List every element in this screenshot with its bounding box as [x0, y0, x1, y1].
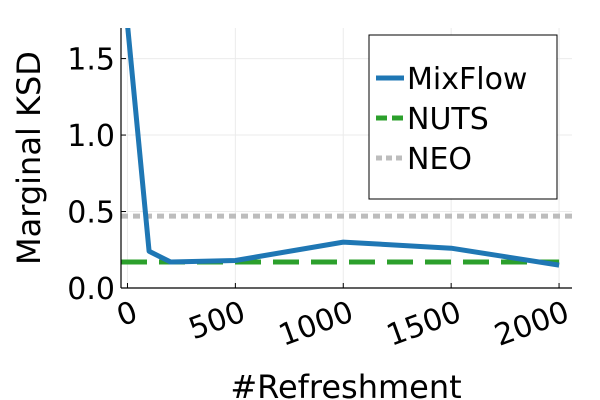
x-tick-label: 0	[112, 295, 142, 334]
y-tick-label: 0.0	[67, 272, 115, 307]
y-tick-label: 1.0	[67, 119, 115, 154]
legend-label-mixflow: MixFlow	[407, 62, 527, 97]
x-tick-label: 2000	[490, 295, 574, 354]
legend-label-neo: NEO	[407, 142, 472, 177]
y-tick-label: 1.5	[67, 43, 115, 78]
series-layer	[121, 28, 572, 268]
x-tick-label: 1000	[274, 295, 358, 354]
legend: MixFlow NUTS NEO	[368, 34, 558, 200]
y-axis-title: Marginal KSD	[10, 51, 48, 265]
y-tick-label: 0.5	[67, 196, 115, 231]
legend-entries: MixFlow NUTS NEO	[376, 62, 527, 177]
legend-label-nuts: NUTS	[407, 102, 489, 137]
axes	[120, 28, 572, 289]
x-axis-title: #Refreshment	[230, 368, 461, 400]
x-tick-label: 500	[184, 295, 250, 347]
x-tick-label: 1500	[382, 295, 466, 354]
series-line-mixflow	[125, 28, 560, 268]
